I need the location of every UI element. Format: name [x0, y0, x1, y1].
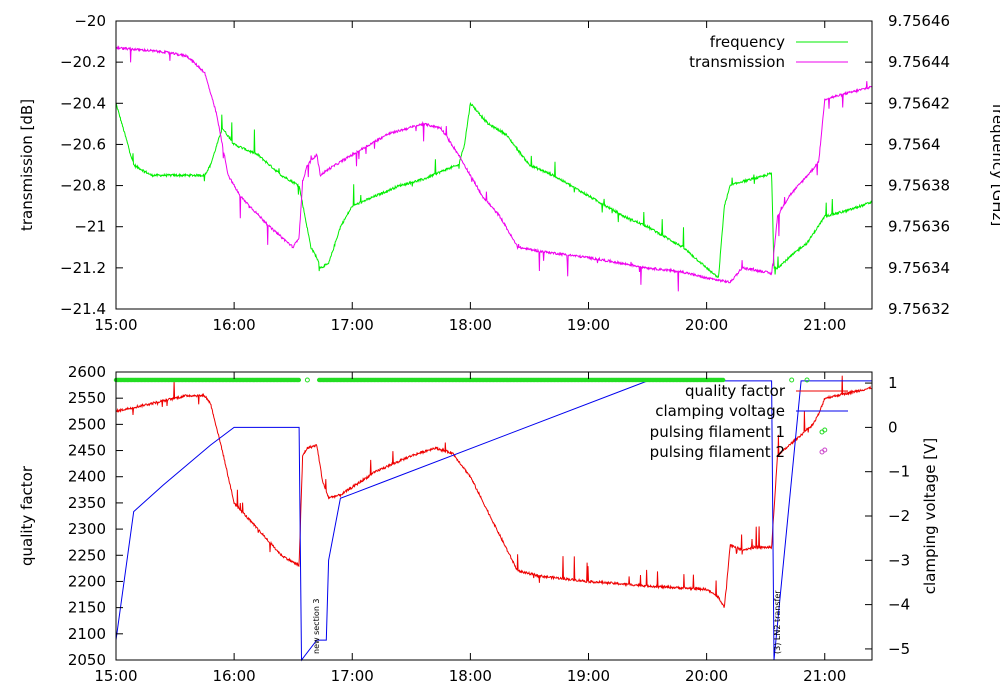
y2-tick-label: −2	[888, 507, 910, 525]
x-tick-label: 20:00	[685, 316, 728, 334]
bottom-legend: quality factor clamping voltage pulsing …	[650, 382, 848, 461]
y-tick-label: 2500	[68, 415, 106, 433]
y-tick-label: −20.2	[60, 53, 106, 71]
y2-tick-label: 9.7564	[888, 135, 941, 153]
x-tick-label: 15:00	[94, 316, 137, 334]
y2-tick-label: 9.75644	[888, 53, 950, 71]
y-tick-label: 2050	[68, 651, 106, 669]
y2-tick-label: 0	[888, 418, 898, 436]
x-tick-label: 16:00	[213, 316, 256, 334]
top-plot: 15:00 16:00 17:00 18:00 19:00 20:00 21:00 −20 −2…	[18, 12, 1000, 334]
bottom-ylabel: quality factor	[18, 465, 36, 566]
bottom-y2label: clamping voltage [V]	[921, 438, 939, 594]
y-tick-label: 2350	[68, 494, 106, 512]
y-tick-label: 2100	[68, 625, 106, 643]
legend-label-clamping-voltage: clamping voltage	[655, 402, 785, 420]
series-line-clamping-voltage	[115, 380, 872, 662]
pulsing-filament-1-point	[720, 377, 726, 383]
x-tick-label: 19:00	[567, 667, 610, 685]
y-tick-label: 2300	[68, 520, 106, 538]
y2-tick-label: −4	[888, 596, 910, 614]
y2-tick-label: 9.75646	[888, 12, 950, 30]
y2-tick-label: 9.75642	[888, 94, 950, 112]
top-legend: frequency transmission	[689, 33, 848, 71]
y-tick-label: 2600	[68, 363, 106, 381]
y-tick-label: 2150	[68, 599, 106, 617]
pulsing-filament-1-point	[304, 377, 310, 383]
annotation-label: (3) LN2 transfer	[773, 590, 782, 654]
x-tick-label: 18:00	[449, 667, 492, 685]
top-ylabel: transmission [dB]	[18, 99, 36, 231]
series-line-quality-factor	[115, 375, 872, 608]
x-tick-label: 21:00	[803, 667, 846, 685]
y-tick-label: 2550	[68, 389, 106, 407]
legend-label-pulsing-filament-2: pulsing filament 2	[650, 443, 785, 461]
series-line-transmission	[115, 45, 872, 292]
y-tick-label: 2450	[68, 442, 106, 460]
x-tick-label: 19:00	[567, 316, 610, 334]
y2-tick-label: 9.75634	[888, 259, 950, 277]
annotation-label: new section 3	[312, 598, 321, 654]
legend-label-frequency: frequency	[710, 33, 785, 51]
legend-label-quality-factor: quality factor	[685, 382, 786, 400]
x-tick-label: 16:00	[213, 667, 256, 685]
x-tick-label: 17:00	[331, 667, 374, 685]
y-tick-label: −20.8	[60, 177, 106, 195]
pulsing-filament-1-point	[804, 377, 810, 383]
x-tick-label: 17:00	[331, 316, 374, 334]
x-tick-label: 15:00	[94, 667, 137, 685]
bottom-plot: new section 3 (3) LN2 transfer 15:00 16:00…	[18, 363, 939, 685]
top-plot-frame	[115, 20, 873, 310]
y2-tick-label: −5	[888, 640, 910, 658]
top-y2label: frequency [GHz]	[989, 104, 1000, 226]
y-tick-label: 2250	[68, 546, 106, 564]
series-line-frequency	[115, 101, 872, 279]
y2-tick-label: −1	[888, 463, 910, 481]
y-tick-label: 2400	[68, 468, 106, 486]
y-tick-label: −21.4	[60, 300, 106, 318]
x-tick-label: 21:00	[803, 316, 846, 334]
y-tick-label: −20	[74, 12, 106, 30]
y-tick-label: −20.6	[60, 135, 106, 153]
legend-swatch-pulsing-filament-1	[819, 429, 825, 435]
x-tick-label: 18:00	[449, 316, 492, 334]
y2-tick-label: 9.75638	[888, 177, 950, 195]
legend-label-pulsing-filament-1: pulsing filament 1	[650, 423, 785, 441]
y2-tick-label: 9.75632	[888, 300, 950, 318]
pulsing-filament-1-point	[789, 377, 795, 383]
pulsing-filament-1-point	[296, 377, 302, 383]
y-tick-label: −21	[74, 218, 106, 236]
y2-tick-label: 9.75636	[888, 218, 950, 236]
y2-tick-label: −3	[888, 551, 910, 569]
legend-label-transmission: transmission	[689, 53, 785, 71]
y-tick-label: −20.4	[60, 94, 106, 112]
y2-tick-label: 1	[888, 374, 898, 392]
y-tick-label: −21.2	[60, 259, 106, 277]
x-tick-label: 20:00	[685, 667, 728, 685]
legend-swatch-pulsing-filament-2	[819, 449, 825, 455]
y-tick-label: 2200	[68, 572, 106, 590]
